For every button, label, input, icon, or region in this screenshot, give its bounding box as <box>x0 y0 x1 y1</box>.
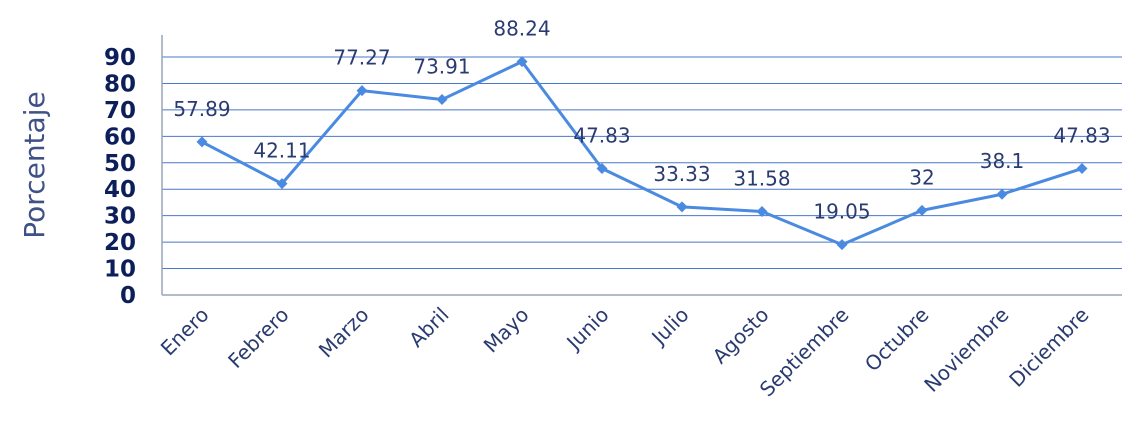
y-tick-label: 30 <box>104 204 136 230</box>
data-label: 38.1 <box>980 149 1025 173</box>
data-label: 42.11 <box>253 139 310 163</box>
data-label: 57.89 <box>173 97 230 121</box>
x-tick-label: Agosto <box>708 303 774 369</box>
x-tick-labels: Enero Febrero Marzo Abril Mayo Junio Julio Agos… <box>156 303 1094 402</box>
y-tick-label: 90 <box>104 45 136 71</box>
y-tick-label: 0 <box>120 283 136 309</box>
data-label: 19.05 <box>813 200 870 224</box>
y-tick-label: 40 <box>104 177 136 203</box>
data-label: 77.27 <box>333 46 390 70</box>
data-point-marker <box>276 178 288 190</box>
grid-layer <box>162 56 1122 270</box>
axis-layer <box>161 35 1122 296</box>
x-tick-label: Mayo <box>479 303 534 358</box>
data-label: 32 <box>909 165 934 189</box>
data-label: 47.83 <box>573 124 630 148</box>
data-point-marker <box>516 56 528 68</box>
data-point-marker <box>756 205 768 217</box>
data-point-marker <box>1076 163 1088 175</box>
data-point-marker <box>436 94 448 106</box>
y-tick-label: 70 <box>104 98 136 124</box>
y-tick-label: 50 <box>104 151 136 177</box>
x-tick-label: Enero <box>156 303 214 361</box>
series-line <box>201 60 1083 247</box>
x-tick-label: Diciembre <box>1004 303 1093 392</box>
y-tick-label: 80 <box>104 71 136 97</box>
data-point-marker <box>596 163 608 175</box>
data-label: 33.33 <box>653 162 710 186</box>
data-labels: 57.89 42.11 77.27 73.91 88.24 47.83 33.33 31.58… <box>173 17 1110 224</box>
data-point-marker <box>356 85 368 97</box>
y-tick-label: 10 <box>104 257 136 283</box>
x-tick-label: Junio <box>560 303 613 356</box>
y-tick-label: 20 <box>104 230 136 256</box>
x-tick-label: Marzo <box>314 303 374 363</box>
data-point-marker <box>996 188 1008 200</box>
data-point-marker <box>676 201 688 213</box>
series-layer <box>196 56 1088 251</box>
data-point-marker <box>196 136 208 148</box>
data-label: 31.58 <box>733 166 790 190</box>
x-tick-label: Octubre <box>860 303 934 377</box>
data-point-marker <box>836 239 848 251</box>
x-tick-label: Noviembre <box>919 303 1013 397</box>
x-tick-label: Abril <box>404 303 453 352</box>
x-tick-label: Julio <box>645 303 693 351</box>
data-label: 73.91 <box>413 55 470 79</box>
x-tick-label: Febrero <box>223 303 293 373</box>
y-tick-label: 60 <box>104 124 136 150</box>
data-label: 88.24 <box>493 17 550 41</box>
data-label: 47.83 <box>1053 124 1110 148</box>
y-axis-title: Porcentaje <box>18 91 51 238</box>
data-point-marker <box>916 204 928 216</box>
